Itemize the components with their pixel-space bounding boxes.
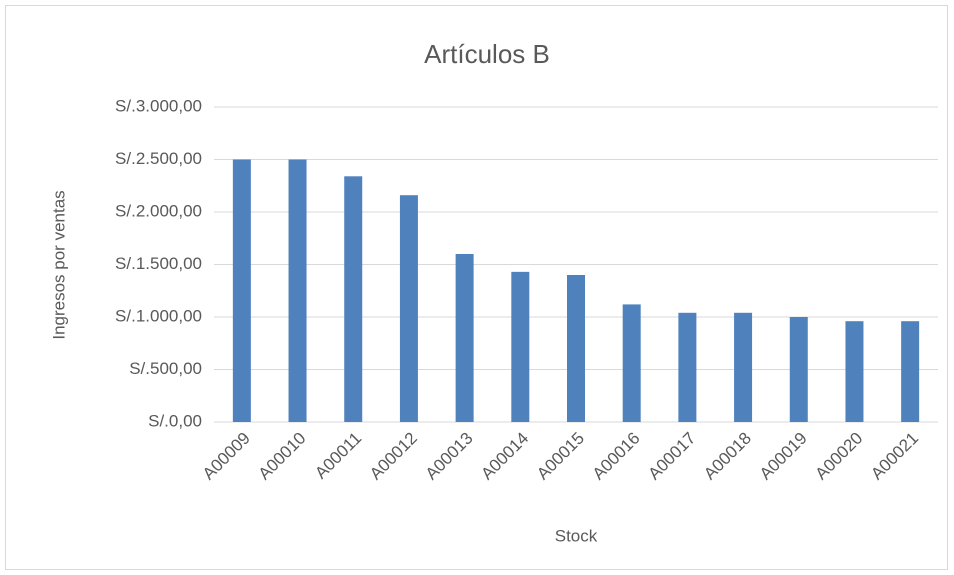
bar [344,176,363,422]
y-tick-label: S/.1.000,00 [115,306,202,325]
chart-border [5,5,948,570]
y-tick-label: S/.0,00 [148,411,202,430]
bar [288,159,307,422]
chart-title: Artículos B [424,39,550,69]
bar [901,321,920,422]
bar [399,195,418,422]
y-tick-label: S/.3.000,00 [115,96,202,115]
bar [232,159,251,422]
bar [567,275,585,422]
bar [455,254,474,422]
bar [511,271,530,422]
bar [734,312,753,422]
y-tick-label: S/.1.500,00 [115,254,202,273]
y-tick-label: S/.2.000,00 [115,201,202,220]
y-tick-label: S/.500,00 [129,359,202,378]
bar [789,317,808,422]
bar [622,304,641,422]
bar [845,321,864,422]
x-axis-title: Stock [555,526,598,545]
y-tick-label: S/.2.500,00 [115,149,202,168]
bar [678,312,697,422]
y-axis-title: Ingresos por ventas [49,190,68,339]
